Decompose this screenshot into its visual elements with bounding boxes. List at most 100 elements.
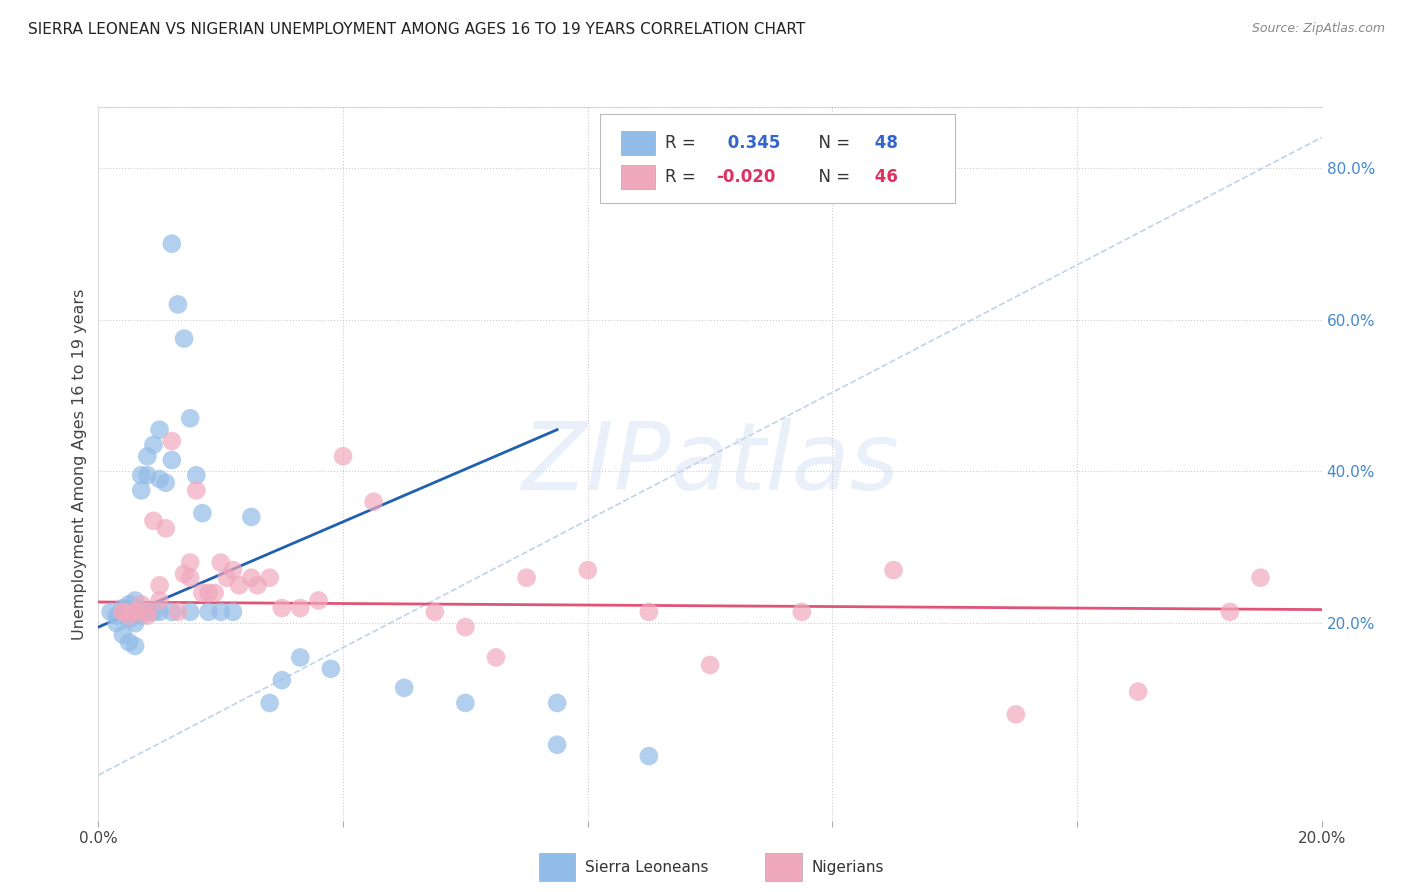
Point	[246, 578, 269, 592]
Point	[423, 605, 446, 619]
Point	[637, 605, 661, 619]
Point	[118, 608, 141, 623]
Point	[118, 605, 141, 619]
Point	[179, 556, 201, 570]
Text: Nigerians: Nigerians	[811, 860, 884, 874]
Point	[105, 608, 128, 623]
Point	[392, 681, 416, 695]
Point	[576, 563, 599, 577]
Point	[124, 605, 146, 619]
FancyBboxPatch shape	[600, 114, 955, 203]
Point	[136, 605, 159, 619]
Text: N =: N =	[808, 168, 851, 186]
Point	[197, 605, 219, 619]
Point	[142, 514, 165, 528]
Point	[136, 605, 159, 619]
Point	[228, 578, 250, 592]
Point	[124, 593, 146, 607]
Point	[129, 468, 152, 483]
Point	[105, 616, 128, 631]
Text: -0.020: -0.020	[716, 168, 776, 186]
Point	[118, 597, 141, 611]
Point	[454, 696, 477, 710]
Text: 0.345: 0.345	[723, 134, 780, 152]
Y-axis label: Unemployment Among Ages 16 to 19 years: Unemployment Among Ages 16 to 19 years	[72, 288, 87, 640]
Point	[124, 616, 146, 631]
Point	[546, 738, 568, 752]
Point	[149, 423, 172, 437]
Point	[155, 475, 177, 490]
Point	[197, 586, 219, 600]
Point	[149, 472, 172, 486]
Point	[319, 662, 342, 676]
Point	[308, 593, 330, 607]
Point	[136, 608, 159, 623]
Point	[290, 601, 312, 615]
Point	[363, 495, 385, 509]
Text: Sierra Leoneans: Sierra Leoneans	[585, 860, 709, 874]
Text: 48: 48	[869, 134, 898, 152]
Text: R =: R =	[665, 168, 696, 186]
Point	[186, 468, 208, 483]
Point	[179, 605, 201, 619]
Text: 46: 46	[869, 168, 898, 186]
Point	[100, 605, 122, 619]
Point	[1219, 605, 1241, 619]
Point	[699, 658, 721, 673]
Point	[186, 483, 208, 498]
Point	[191, 586, 214, 600]
Text: Source: ZipAtlas.com: Source: ZipAtlas.com	[1251, 22, 1385, 36]
Point	[1004, 707, 1026, 722]
Point	[124, 639, 146, 653]
Point	[1128, 684, 1150, 698]
Point	[160, 605, 183, 619]
Point	[240, 510, 263, 524]
Point	[111, 605, 134, 619]
Point	[129, 483, 152, 498]
Point	[118, 635, 141, 649]
Point	[111, 601, 134, 615]
Point	[160, 434, 183, 448]
Point	[332, 449, 354, 463]
Text: N =: N =	[808, 134, 851, 152]
Point	[179, 571, 201, 585]
Point	[129, 608, 152, 623]
Point	[215, 571, 238, 585]
Text: SIERRA LEONEAN VS NIGERIAN UNEMPLOYMENT AMONG AGES 16 TO 19 YEARS CORRELATION CH: SIERRA LEONEAN VS NIGERIAN UNEMPLOYMENT …	[28, 22, 806, 37]
Point	[454, 620, 477, 634]
Point	[222, 563, 245, 577]
Point	[136, 468, 159, 483]
Point	[149, 593, 172, 607]
Point	[129, 597, 152, 611]
Point	[637, 749, 661, 764]
Point	[222, 605, 245, 619]
Point	[111, 605, 134, 619]
Point	[1249, 571, 1271, 585]
Text: ZIPatlas: ZIPatlas	[522, 418, 898, 509]
Point	[516, 571, 538, 585]
Point	[204, 586, 226, 600]
Point	[160, 453, 183, 467]
Point	[167, 297, 190, 311]
Point	[124, 601, 146, 615]
FancyBboxPatch shape	[765, 853, 801, 881]
Point	[155, 521, 177, 535]
Point	[173, 566, 195, 581]
Point	[142, 438, 165, 452]
Point	[270, 673, 292, 688]
Point	[124, 605, 146, 619]
Point	[118, 612, 141, 626]
Point	[179, 411, 201, 425]
Point	[270, 601, 292, 615]
Point	[149, 605, 172, 619]
FancyBboxPatch shape	[538, 853, 575, 881]
Point	[111, 605, 134, 619]
Point	[149, 578, 172, 592]
Point	[240, 571, 263, 585]
Point	[209, 556, 232, 570]
Text: R =: R =	[665, 134, 696, 152]
Point	[883, 563, 905, 577]
Point	[167, 605, 190, 619]
Point	[111, 627, 134, 641]
Point	[790, 605, 813, 619]
